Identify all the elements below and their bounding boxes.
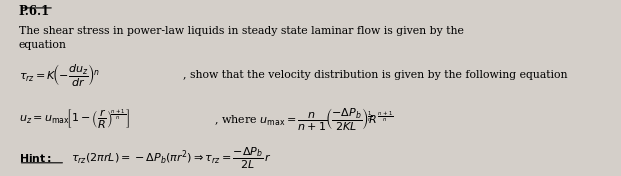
Text: , where $u_{\mathrm{max}} = \dfrac{n}{n+1}\!\left(\dfrac{-\Delta P_b}{2KL}\right: , where $u_{\mathrm{max}} = \dfrac{n}{n+…: [214, 106, 394, 132]
Text: $\tau_{rz} = K\!\left(-\dfrac{du_z}{dr}\right)^{\!n}$: $\tau_{rz} = K\!\left(-\dfrac{du_z}{dr}\…: [19, 62, 99, 88]
Text: $\mathbf{Hint:}$: $\mathbf{Hint:}$: [19, 152, 52, 164]
Text: The shear stress in power-law liquids in steady state laminar flow is given by t: The shear stress in power-law liquids in…: [19, 26, 463, 36]
Text: P.6.1: P.6.1: [19, 5, 50, 18]
Text: $u_z = u_{\mathrm{max}}\!\left[1-\left(\dfrac{r}{R}\right)^{\!\frac{n+1}{n}}\rig: $u_z = u_{\mathrm{max}}\!\left[1-\left(\…: [19, 107, 130, 130]
Text: $\tau_{rz}(2\pi r L) = -\Delta P_b(\pi r^2) \Rightarrow \tau_{rz} = \dfrac{-\Del: $\tau_{rz}(2\pi r L) = -\Delta P_b(\pi r…: [71, 146, 273, 171]
Text: , show that the velocity distribution is given by the following equation: , show that the velocity distribution is…: [183, 70, 568, 80]
Text: equation: equation: [19, 40, 66, 50]
